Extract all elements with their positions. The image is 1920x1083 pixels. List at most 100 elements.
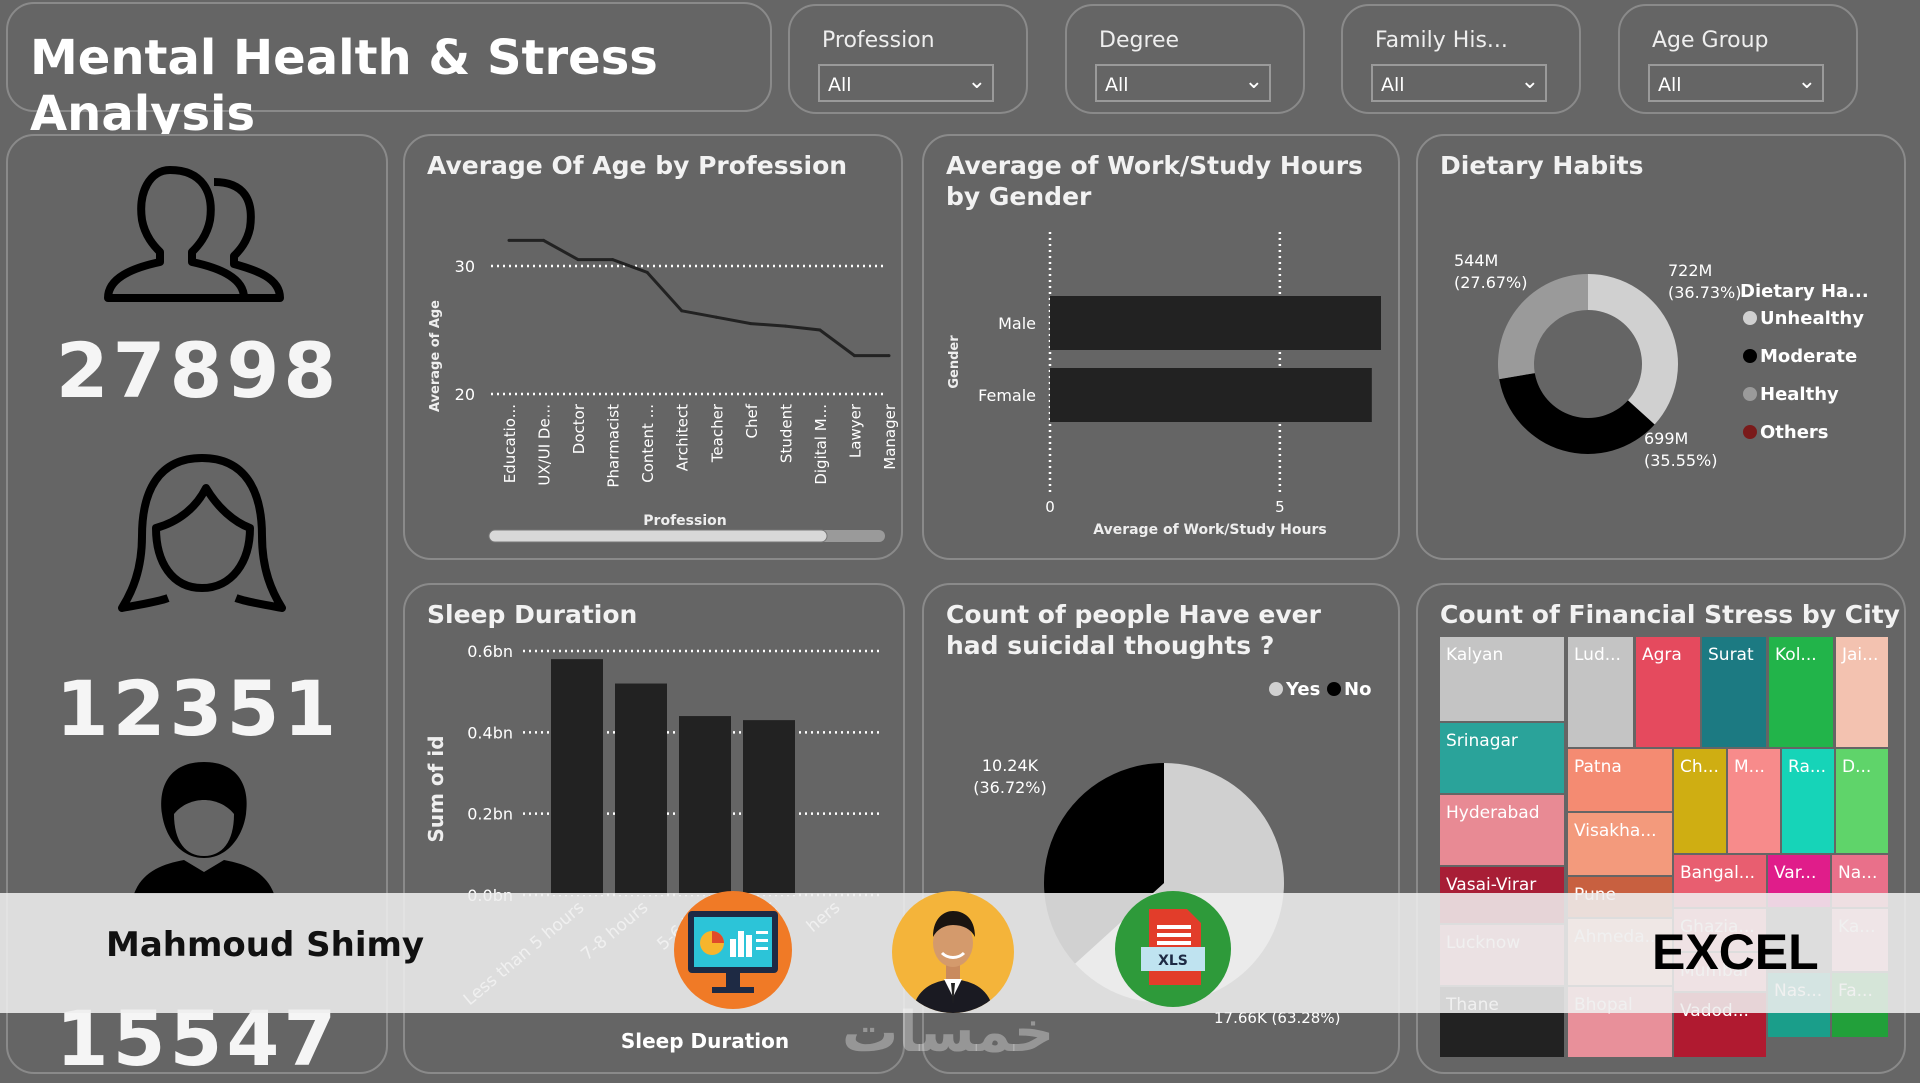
slicer-degree[interactable]: Degree All ⌄ [1065, 4, 1305, 114]
dashboard-logo-icon [674, 891, 792, 1009]
data-point [749, 322, 753, 326]
author-banner: Mahmoud Shimy [0, 891, 1920, 1013]
slicer-profession[interactable]: Profession All ⌄ [788, 4, 1028, 114]
x-tick-label: Teacher [708, 403, 726, 463]
dietary-habits-panel: Dietary Habits Dietary Ha... 722M (36.73%… [1416, 134, 1906, 560]
slicer-label: Profession [822, 28, 935, 53]
data-point [714, 315, 718, 319]
treemap-label: Kalyan [1446, 645, 1504, 665]
y-axis-label: Average of Age [428, 300, 443, 412]
dropdown-value: All [1381, 74, 1405, 96]
title-panel: Mental Health & Stress Analysis [6, 2, 772, 142]
age-group-dropdown[interactable]: All ⌄ [1648, 64, 1824, 102]
x-tick-label: Doctor [570, 403, 588, 454]
slice-value-label: 699M [1644, 429, 1688, 448]
treemap-label: Visakha... [1574, 821, 1657, 841]
treemap-label: Srinagar [1446, 731, 1518, 751]
y-tick-label: Female [978, 386, 1036, 405]
legend-title: Dietary Ha... [1740, 281, 1869, 302]
slice-pct-label: (36.73%) [1668, 283, 1742, 302]
data-point [680, 309, 684, 313]
group-icon [104, 166, 284, 302]
data-point [507, 238, 511, 242]
treemap-label: Na... [1838, 863, 1878, 883]
x-tick-label: Educatio... [501, 404, 519, 483]
author-avatar [892, 891, 1014, 1013]
data-point [783, 324, 787, 328]
treemap-label: Var... [1774, 863, 1817, 883]
dropdown-value: All [1105, 74, 1129, 96]
treemap-cell: Hyderabad [1440, 795, 1564, 865]
chevron-down-icon: ⌄ [1797, 69, 1816, 94]
age-by-profession-panel: Average Of Age by Profession Average of … [403, 134, 903, 560]
x-tick-label: Chef [743, 403, 761, 438]
sleep-bar [551, 659, 603, 895]
xls-label: XLS [1158, 953, 1188, 969]
age-line-chart: Average of Age Profession 20 30 Educatio..… [428, 238, 899, 543]
treemap-label: Hyderabad [1446, 803, 1540, 823]
data-point [611, 258, 615, 262]
treemap-cell: Visakha... [1568, 813, 1672, 875]
degree-dropdown[interactable]: All ⌄ [1095, 64, 1271, 102]
x-tick-label: Lawyer [846, 403, 864, 458]
legend-entry: Yes [1285, 679, 1320, 700]
slicer-age-group[interactable]: Age Group All ⌄ [1618, 4, 1858, 114]
treemap-cell: Ra... [1782, 749, 1834, 853]
sleep-bar [679, 716, 731, 895]
sleep-bar [743, 720, 795, 895]
data-point [542, 238, 546, 242]
treemap-label: Kol... [1775, 645, 1817, 665]
x-tick-label: Pharmacist [605, 404, 623, 488]
scrollbar-thumb[interactable] [488, 529, 828, 543]
chevron-down-icon: ⌄ [967, 69, 986, 94]
x-tick-label: Student [777, 404, 795, 463]
treemap-cell: Kalyan [1440, 637, 1564, 721]
chart-title: Dietary Habits [1440, 151, 1644, 180]
donut-slice-healthy [1498, 274, 1588, 380]
slice-value-label: 544M [1454, 251, 1498, 270]
slice-pct-label: (27.67%) [1454, 273, 1528, 292]
xls-file-icon: XLS [1115, 891, 1231, 1007]
treemap-label: Ch... [1680, 757, 1719, 777]
treemap-cell: Agra [1636, 637, 1700, 747]
y-tick-label: 0.4bn [467, 723, 513, 742]
treemap-cell: Patna [1568, 749, 1672, 811]
x-axis-label: Average of Work/Study Hours [1093, 522, 1326, 538]
x-tick-label: Architect [674, 404, 692, 471]
chart-title: Count of people Have ever had suicidal t… [946, 600, 1321, 660]
treemap-cell: M... [1728, 749, 1780, 853]
x-tick-label: UX/UI De... [536, 404, 554, 486]
family-history-dropdown[interactable]: All ⌄ [1371, 64, 1547, 102]
slicer-label: Age Group [1652, 28, 1769, 53]
x-axis-label: Sleep Duration [621, 1029, 789, 1053]
legend-marker [1743, 387, 1757, 401]
donut-slice-unhealthy [1588, 274, 1678, 425]
total-count: 27898 [55, 326, 341, 415]
data-point [887, 354, 891, 358]
data-point [818, 328, 822, 332]
treemap-label: Patna [1574, 757, 1622, 777]
excel-label: EXCEL [1652, 924, 1819, 980]
slicer-family-history[interactable]: Family His... All ⌄ [1341, 4, 1581, 114]
treemap-label: Bangal... [1680, 863, 1755, 883]
x-tick-label: 5 [1275, 498, 1285, 516]
treemap-cell: Kol... [1769, 637, 1833, 747]
treemap-cell: Surat [1702, 637, 1766, 747]
x-tick-label: Manager [881, 403, 899, 470]
y-tick-label: 0.6bn [467, 642, 513, 661]
legend-marker [1743, 349, 1757, 363]
treemap-label: Lud... [1574, 645, 1621, 665]
legend-marker [1743, 425, 1757, 439]
y-tick-label: 0.2bn [467, 805, 513, 824]
slice-value-label: 722M [1668, 261, 1712, 280]
treemap-label: D... [1842, 757, 1872, 777]
treemap-label: Ra... [1788, 757, 1827, 777]
slicer-label: Family His... [1375, 28, 1508, 53]
legend-marker [1743, 311, 1757, 325]
treemap-label: Vasai-Virar [1446, 875, 1537, 895]
profession-dropdown[interactable]: All ⌄ [818, 64, 994, 102]
slicer-label: Degree [1099, 28, 1180, 53]
y-axis-label: Gender [947, 335, 962, 389]
treemap-label: Agra [1642, 645, 1682, 665]
chevron-down-icon: ⌄ [1244, 69, 1263, 94]
